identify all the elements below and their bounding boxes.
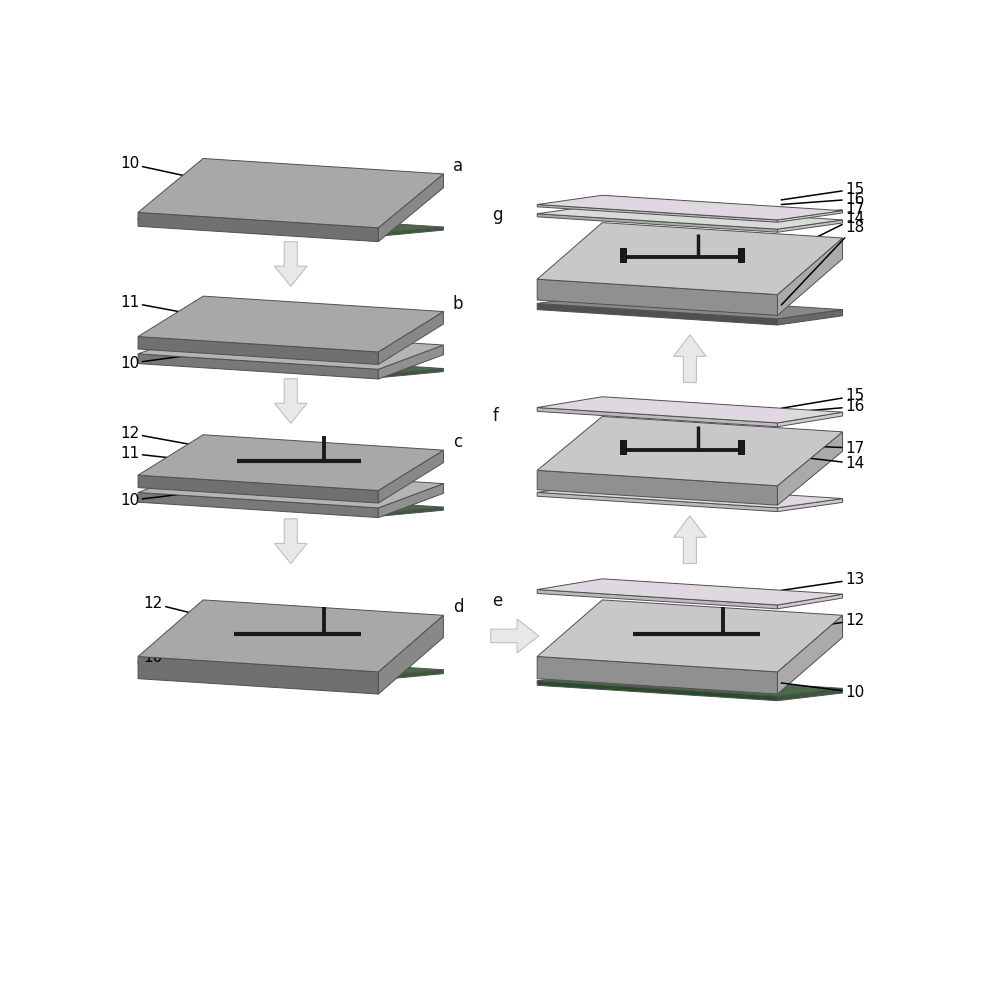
- Polygon shape: [537, 600, 842, 672]
- Polygon shape: [138, 475, 378, 503]
- Polygon shape: [537, 214, 778, 232]
- Polygon shape: [537, 279, 778, 315]
- Polygon shape: [138, 656, 378, 694]
- Polygon shape: [138, 212, 444, 233]
- Bar: [738, 248, 744, 262]
- Text: c: c: [453, 433, 462, 451]
- Polygon shape: [378, 615, 444, 694]
- Polygon shape: [537, 397, 842, 423]
- Polygon shape: [274, 379, 307, 423]
- Polygon shape: [138, 359, 378, 378]
- Polygon shape: [537, 590, 778, 609]
- Polygon shape: [778, 594, 842, 609]
- Polygon shape: [138, 654, 444, 676]
- Polygon shape: [778, 688, 842, 701]
- Text: 11: 11: [120, 446, 213, 463]
- Text: 11: 11: [120, 295, 224, 320]
- Polygon shape: [378, 450, 444, 503]
- Polygon shape: [378, 369, 444, 378]
- Polygon shape: [537, 492, 778, 512]
- Text: 17: 17: [781, 202, 864, 217]
- Text: d: d: [453, 598, 463, 616]
- Polygon shape: [778, 432, 842, 505]
- Polygon shape: [138, 492, 378, 518]
- Text: 13: 13: [781, 572, 864, 590]
- Text: 12: 12: [120, 426, 248, 455]
- Text: 15: 15: [781, 182, 864, 200]
- Text: 14: 14: [781, 455, 864, 471]
- Polygon shape: [138, 661, 378, 680]
- Polygon shape: [537, 579, 842, 605]
- Polygon shape: [673, 335, 706, 383]
- Polygon shape: [778, 211, 842, 222]
- Polygon shape: [778, 499, 842, 512]
- Text: 12: 12: [144, 596, 240, 625]
- Polygon shape: [537, 223, 842, 295]
- Text: 10: 10: [120, 353, 210, 371]
- Text: 16: 16: [781, 399, 864, 414]
- Polygon shape: [378, 345, 444, 379]
- Text: a: a: [453, 157, 463, 175]
- Text: 10: 10: [781, 683, 864, 700]
- Polygon shape: [537, 303, 778, 325]
- Polygon shape: [138, 212, 378, 242]
- Polygon shape: [537, 205, 778, 222]
- Polygon shape: [378, 507, 444, 516]
- Text: 17: 17: [781, 441, 864, 456]
- Bar: [620, 440, 627, 454]
- Polygon shape: [537, 205, 842, 229]
- Text: b: b: [453, 295, 463, 313]
- Polygon shape: [537, 656, 778, 694]
- Polygon shape: [378, 227, 444, 236]
- Polygon shape: [138, 353, 444, 375]
- Polygon shape: [537, 294, 842, 319]
- Text: 14: 14: [781, 211, 864, 255]
- Text: 16: 16: [781, 192, 864, 207]
- Text: 18: 18: [781, 220, 864, 305]
- Polygon shape: [378, 312, 444, 364]
- Polygon shape: [274, 242, 307, 286]
- Text: g: g: [493, 206, 502, 224]
- Polygon shape: [537, 681, 778, 701]
- Polygon shape: [138, 492, 444, 513]
- Polygon shape: [778, 310, 842, 325]
- Text: 10: 10: [144, 644, 206, 665]
- Polygon shape: [537, 195, 842, 220]
- Text: 10: 10: [120, 156, 236, 187]
- Polygon shape: [537, 408, 778, 427]
- Text: 15: 15: [781, 388, 864, 408]
- Text: f: f: [493, 407, 498, 425]
- Polygon shape: [378, 174, 444, 242]
- Polygon shape: [138, 498, 378, 516]
- Polygon shape: [537, 470, 778, 505]
- Bar: [738, 440, 744, 454]
- Bar: [620, 248, 627, 262]
- Polygon shape: [138, 158, 444, 228]
- Polygon shape: [138, 337, 378, 364]
- Polygon shape: [274, 519, 307, 564]
- Polygon shape: [138, 354, 378, 379]
- Text: 12: 12: [781, 613, 864, 632]
- Polygon shape: [138, 468, 444, 508]
- Polygon shape: [778, 220, 842, 232]
- Polygon shape: [138, 435, 444, 491]
- Polygon shape: [491, 619, 539, 653]
- Polygon shape: [138, 218, 378, 236]
- Polygon shape: [537, 483, 842, 508]
- Polygon shape: [778, 412, 842, 427]
- Polygon shape: [138, 330, 444, 369]
- Polygon shape: [378, 670, 444, 680]
- Polygon shape: [138, 600, 444, 672]
- Polygon shape: [537, 416, 842, 486]
- Polygon shape: [778, 615, 842, 694]
- Polygon shape: [378, 484, 444, 518]
- Text: 10: 10: [120, 491, 208, 508]
- Polygon shape: [537, 673, 842, 696]
- Polygon shape: [138, 296, 444, 352]
- Text: e: e: [493, 592, 502, 610]
- Polygon shape: [778, 238, 842, 315]
- Polygon shape: [673, 516, 706, 564]
